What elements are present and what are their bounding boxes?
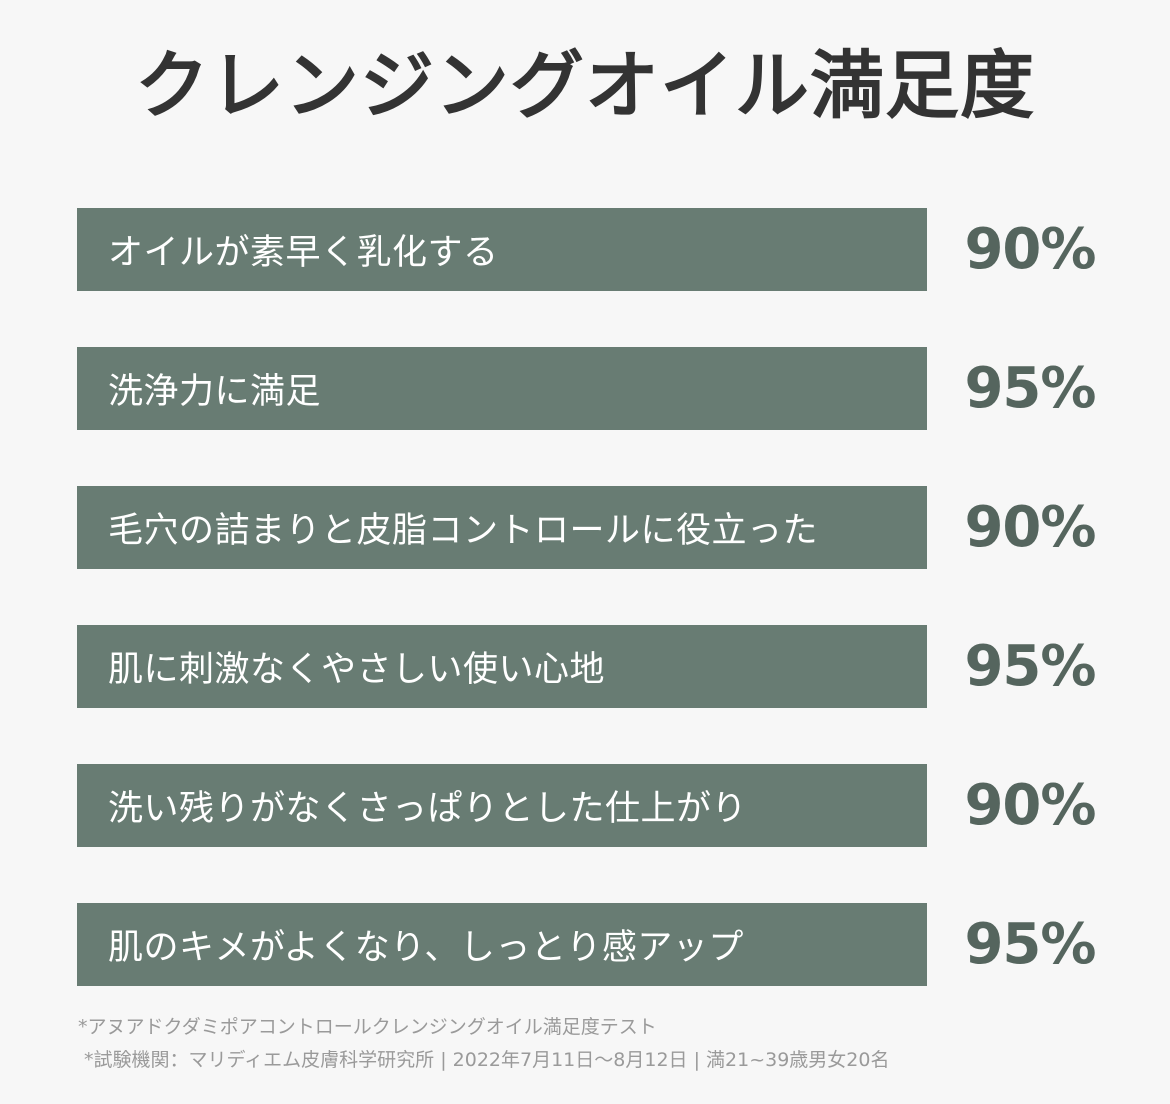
item-value: 90% <box>964 217 1096 282</box>
item-label: 毛穴の詰まりと皮脂コントロールに役立った <box>108 511 819 551</box>
item-label: オイルが素早く乳化する <box>108 233 499 273</box>
chart-title: クレンジングオイル満足度 <box>135 43 1035 129</box>
item-bar: 洗浄力に満足 <box>77 347 927 430</box>
item-value: 95% <box>964 634 1096 699</box>
footnote-test-name: *アヌアドクダミポアコントロールクレンジングオイル満足度テスト <box>78 1016 657 1038</box>
item-label: 肌のキメがよくなり、しっとり感アップ <box>108 928 744 968</box>
item-value: 90% <box>964 495 1096 560</box>
footnote-test-details: *試験機関：マリディエム皮膚科学研究所 | 2022年7月11日〜8月12日 |… <box>84 1049 890 1071</box>
item-bar: 肌に刺激なくやさしい使い心地 <box>77 625 927 708</box>
item-bar: 毛穴の詰まりと皮脂コントロールに役立った <box>77 486 927 569</box>
item-value: 95% <box>964 912 1096 977</box>
item-bar: オイルが素早く乳化する <box>77 208 927 291</box>
item-label: 洗浄力に満足 <box>108 372 322 412</box>
item-label: 洗い残りがなくさっぱりとした仕上がり <box>108 789 748 829</box>
item-bar: 洗い残りがなくさっぱりとした仕上がり <box>77 764 927 847</box>
item-label: 肌に刺激なくやさしい使い心地 <box>108 650 606 690</box>
item-value: 95% <box>964 356 1096 421</box>
item-bar: 肌のキメがよくなり、しっとり感アップ <box>77 903 927 986</box>
item-value: 90% <box>964 773 1096 838</box>
